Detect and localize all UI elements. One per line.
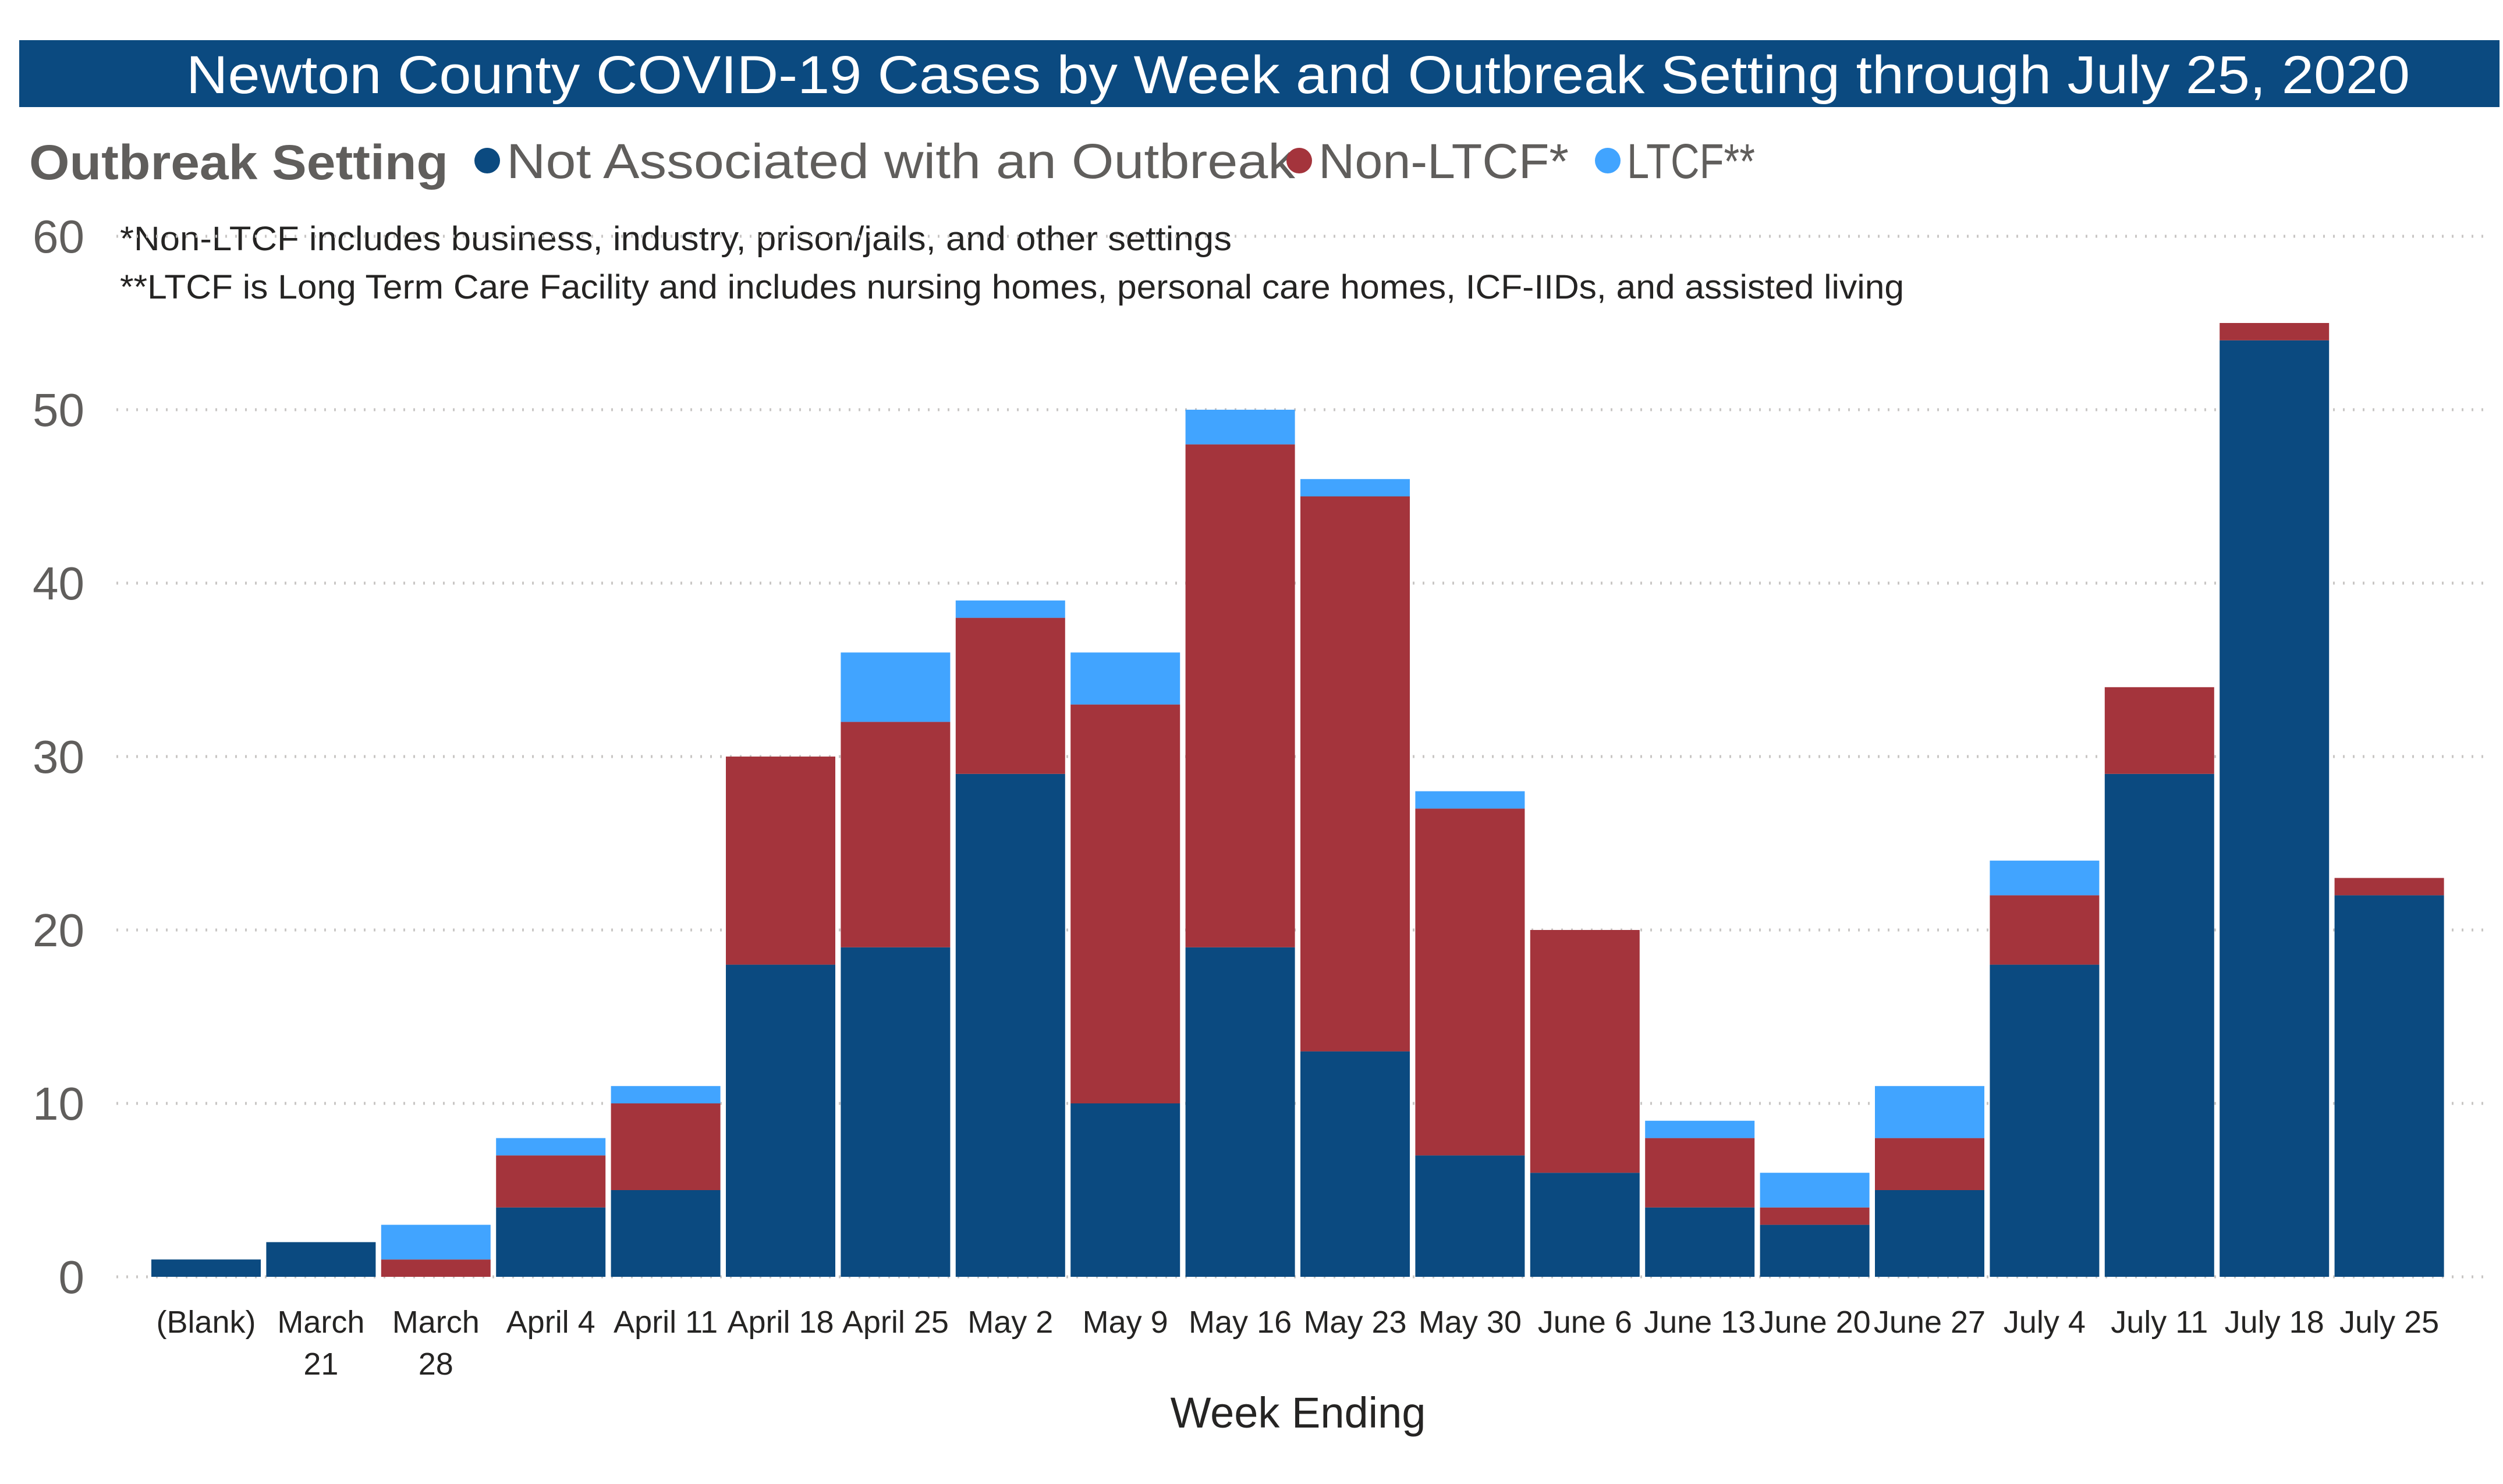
bar-segment-non-ltcf bbox=[955, 617, 1065, 774]
x-tick-label: June 6 bbox=[1538, 1305, 1632, 1340]
x-axis-title: Week Ending bbox=[1171, 1389, 1426, 1437]
x-tick-label: March 28 bbox=[392, 1305, 480, 1382]
bar-segment-ltcf bbox=[1875, 1086, 1984, 1138]
bar-segment-not-associated bbox=[496, 1207, 606, 1277]
footnote-non-ltcf: *Non-LTCF includes business, industry, p… bbox=[120, 220, 1232, 258]
x-tick-label: March 21 bbox=[277, 1305, 364, 1382]
x-tick-label: (Blank) bbox=[156, 1305, 256, 1340]
y-tick-label: 30 bbox=[33, 731, 84, 783]
y-tick-label: 40 bbox=[33, 558, 84, 609]
bar-segment-non-ltcf bbox=[381, 1259, 491, 1277]
x-tick-label: June 20 bbox=[1759, 1305, 1871, 1340]
x-tick-label: April 4 bbox=[506, 1305, 595, 1340]
bar-segment-ltcf bbox=[841, 652, 951, 722]
bar-segment-not-associated bbox=[2104, 773, 2214, 1277]
legend-marker-0 bbox=[474, 148, 500, 173]
bar-segment-not-associated bbox=[1760, 1224, 1870, 1277]
bar-segment-ltcf bbox=[1645, 1120, 1755, 1138]
x-tick-label: June 27 bbox=[1874, 1305, 1986, 1340]
bar-segment-not-associated bbox=[1990, 964, 2100, 1277]
legend-marker-2 bbox=[1595, 148, 1621, 173]
bar-segment-ltcf bbox=[1185, 410, 1295, 445]
legend-label: Non-LTCF* bbox=[1318, 134, 1569, 189]
x-tick-label: April 11 bbox=[614, 1305, 718, 1340]
footnote-ltcf: **LTCF is Long Term Care Facility and in… bbox=[120, 268, 1904, 306]
bar-segment-non-ltcf bbox=[2104, 687, 2214, 774]
x-tick-label: May 23 bbox=[1303, 1305, 1406, 1340]
legend-label: LTCF** bbox=[1627, 134, 1755, 189]
bar-segment-not-associated bbox=[266, 1242, 376, 1277]
bar-segment-non-ltcf bbox=[1300, 496, 1410, 1052]
y-tick-label: 20 bbox=[33, 904, 84, 956]
bar-segment-ltcf bbox=[1070, 652, 1180, 705]
bar-segment-non-ltcf bbox=[496, 1155, 606, 1208]
x-tick-label: May 2 bbox=[967, 1305, 1053, 1340]
x-tick-label: July 25 bbox=[2339, 1305, 2439, 1340]
legend: Outbreak Setting Not Associated with an … bbox=[29, 134, 1755, 190]
legend-label: Not Associated with an Outbreak bbox=[506, 134, 1296, 189]
bar-segment-ltcf bbox=[1415, 791, 1525, 809]
bar-segment-not-associated bbox=[841, 947, 951, 1277]
bar-segment-not-associated bbox=[1185, 947, 1295, 1277]
x-axis: (Blank) March 21 March 28 April 4 April 11 Apri… bbox=[156, 1305, 2439, 1382]
bars bbox=[151, 323, 2444, 1277]
y-axis: 0 10 20 30 40 50 60 bbox=[33, 211, 84, 1303]
bar-segment-non-ltcf bbox=[611, 1103, 721, 1190]
bar-segment-non-ltcf bbox=[1530, 930, 1640, 1173]
bar-segment-ltcf bbox=[611, 1086, 721, 1103]
bar-segment-non-ltcf bbox=[1185, 444, 1295, 947]
x-tick-label: May 30 bbox=[1419, 1305, 1522, 1340]
bar-segment-ltcf bbox=[955, 600, 1065, 618]
y-tick-label: 50 bbox=[33, 384, 84, 436]
bar-segment-non-ltcf bbox=[1875, 1138, 1984, 1190]
x-tick-label: June 13 bbox=[1644, 1305, 1756, 1340]
y-tick-label: 10 bbox=[33, 1078, 84, 1130]
bar-segment-not-associated bbox=[1070, 1103, 1180, 1277]
x-tick-label: May 16 bbox=[1189, 1305, 1292, 1340]
bar-segment-ltcf bbox=[1760, 1173, 1870, 1208]
bar-segment-non-ltcf bbox=[1645, 1138, 1755, 1208]
bar-segment-not-associated bbox=[726, 964, 835, 1277]
y-tick-label: 0 bbox=[59, 1251, 85, 1303]
bar-segment-non-ltcf bbox=[1760, 1207, 1870, 1225]
title-bar bbox=[19, 40, 2500, 107]
bar-segment-not-associated bbox=[1645, 1207, 1755, 1277]
bar-segment-non-ltcf bbox=[2334, 878, 2444, 896]
bar-segment-not-associated bbox=[151, 1259, 261, 1277]
x-tick-label: July 18 bbox=[2225, 1305, 2324, 1340]
legend-marker-1 bbox=[1286, 148, 1312, 173]
bar-segment-not-associated bbox=[1530, 1173, 1640, 1277]
bar-segment-not-associated bbox=[1875, 1190, 1984, 1277]
bar-segment-not-associated bbox=[955, 773, 1065, 1277]
bar-segment-not-associated bbox=[2334, 895, 2444, 1277]
bar-segment-non-ltcf bbox=[1415, 808, 1525, 1156]
y-tick-label: 60 bbox=[33, 211, 84, 262]
bar-segment-not-associated bbox=[2220, 340, 2330, 1277]
x-tick-label: May 9 bbox=[1083, 1305, 1168, 1340]
bar-segment-not-associated bbox=[611, 1190, 721, 1277]
x-tick-label: April 18 bbox=[727, 1305, 834, 1340]
bar-segment-non-ltcf bbox=[726, 757, 835, 965]
bar-segment-not-associated bbox=[1415, 1155, 1525, 1277]
bar-segment-ltcf bbox=[381, 1224, 491, 1260]
bar-segment-not-associated bbox=[1300, 1051, 1410, 1277]
x-tick-label: July 4 bbox=[2004, 1305, 2086, 1340]
bar-segment-non-ltcf bbox=[1070, 704, 1180, 1103]
bar-segment-non-ltcf bbox=[1990, 895, 2100, 965]
chart-title: Newton County COVID-19 Cases by Week and… bbox=[186, 45, 2410, 105]
bar-segment-ltcf bbox=[496, 1138, 606, 1156]
bar-segment-non-ltcf bbox=[841, 722, 951, 947]
x-tick-label: April 25 bbox=[842, 1305, 949, 1340]
bar-segment-ltcf bbox=[1300, 479, 1410, 496]
bar-segment-ltcf bbox=[1990, 860, 2100, 896]
x-tick-label: July 11 bbox=[2111, 1305, 2208, 1340]
legend-title: Outbreak Setting bbox=[29, 135, 448, 190]
bar-segment-non-ltcf bbox=[2220, 323, 2330, 340]
